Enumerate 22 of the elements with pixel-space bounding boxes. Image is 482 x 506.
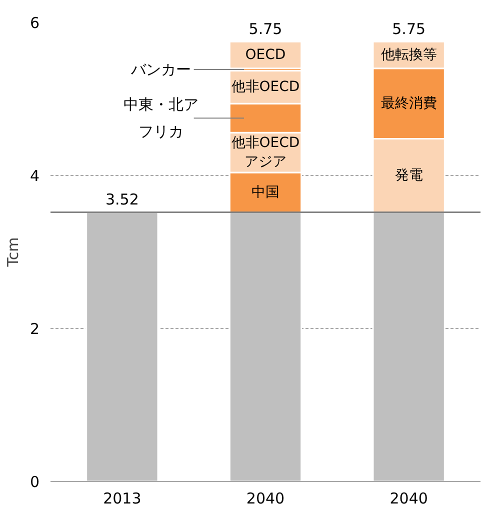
bar [228, 40, 302, 70]
series-label: 他非OECD [231, 79, 300, 96]
total-label: 3.52 [105, 190, 139, 209]
y-axis-title: Tcm [4, 237, 22, 268]
y-tick-label: 0 [30, 473, 40, 491]
x-tick-label: 2013 [103, 490, 142, 506]
y-tick-label: 6 [30, 14, 40, 32]
y-tick-label: 2 [30, 320, 40, 338]
series-label: OECD [245, 47, 286, 64]
series-label: 中国 [252, 184, 280, 200]
y-tick-label: 4 [30, 167, 40, 185]
text: バンカー [130, 60, 191, 79]
x-tick-label: 2040 [390, 490, 428, 506]
series-label: 他非OECDアジア [231, 134, 300, 170]
total-label: 5.75 [392, 20, 426, 38]
text: 中東・北アフリカ [123, 96, 198, 141]
x-tick-label: 2040 [246, 490, 285, 506]
total-label: 5.75 [248, 20, 282, 38]
series-label: 発電 [394, 168, 423, 184]
series-label: 他転換等 [380, 47, 437, 64]
bar [86, 211, 159, 482]
series-label: 最終消費 [380, 96, 437, 112]
